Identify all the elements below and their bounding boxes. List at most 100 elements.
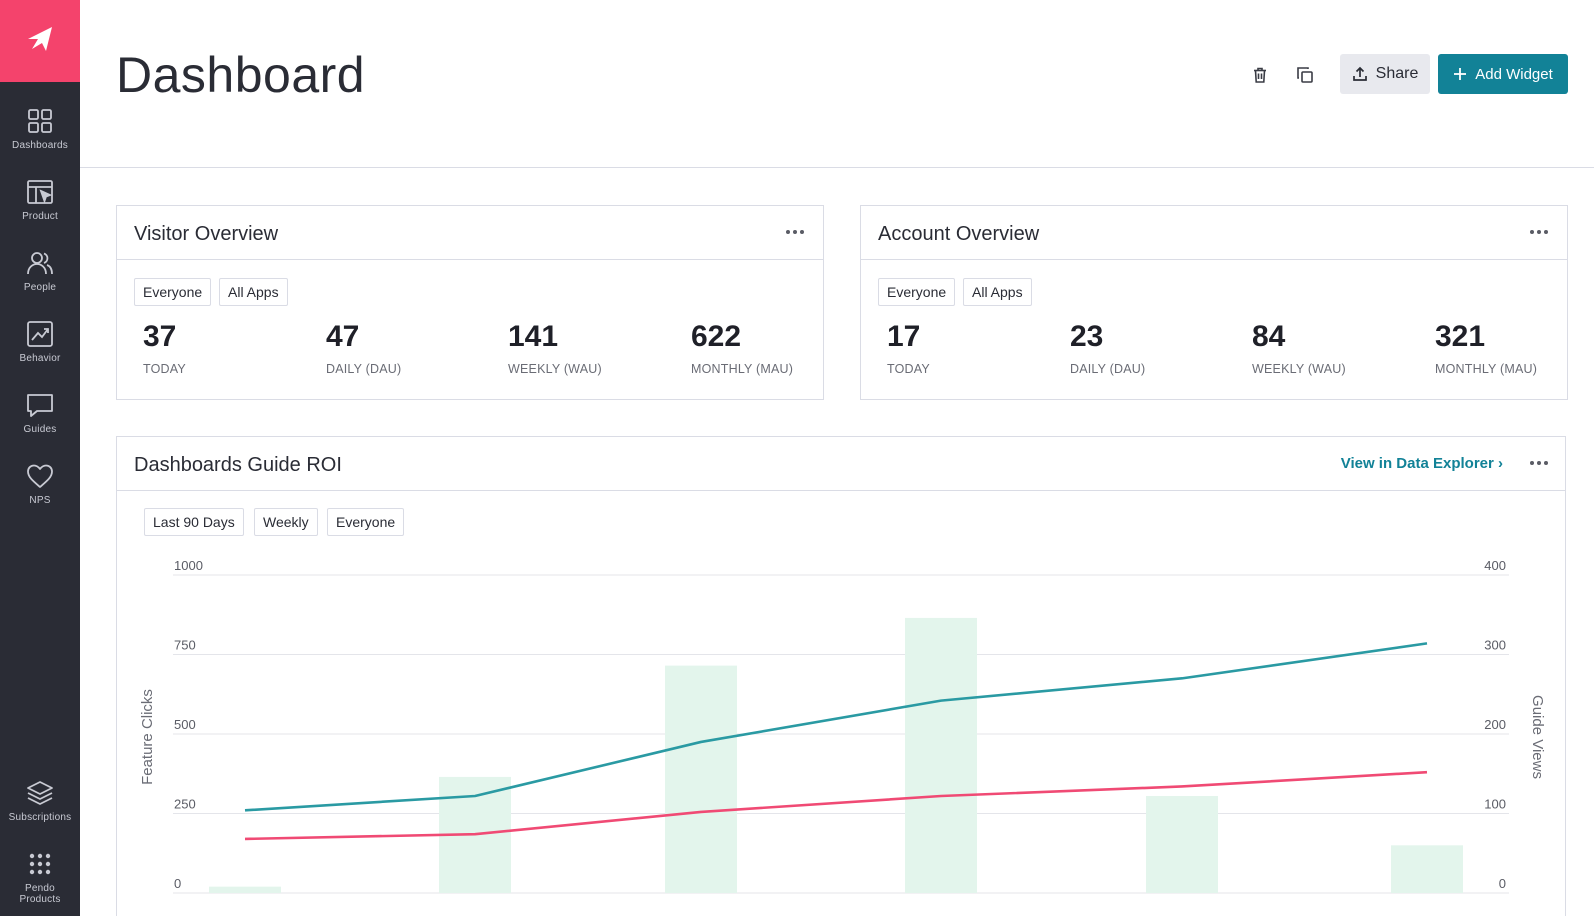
nav-label-nps: NPS bbox=[29, 495, 51, 506]
add-widget-button[interactable]: Add Widget bbox=[1438, 54, 1568, 94]
filter-chip-date-range[interactable]: Last 90 Days bbox=[144, 508, 244, 536]
nav-item-dashboards[interactable]: Dashboards bbox=[0, 104, 80, 166]
trash-icon bbox=[1254, 67, 1266, 83]
sidebar: Dashboards Product People Behavior bbox=[0, 0, 80, 916]
series-line-1 bbox=[244, 642, 1428, 812]
metric-value: 321 bbox=[1435, 320, 1486, 353]
more-horizontal-icon bbox=[1530, 230, 1548, 234]
account-overview-card: Account Overview Everyone All Apps 17 TO… bbox=[860, 205, 1568, 400]
page-header: Dashboard Share Add Widget bbox=[80, 0, 1594, 168]
plus-icon bbox=[1454, 68, 1467, 80]
y-tick-label: 250 bbox=[174, 797, 196, 812]
y-tick-label: 0 bbox=[174, 876, 181, 891]
chart-lines bbox=[244, 642, 1428, 841]
people-icon bbox=[27, 252, 53, 275]
filter-chip-interval[interactable]: Weekly bbox=[254, 508, 318, 536]
y2-tick-label: 0 bbox=[1499, 876, 1506, 891]
nav-label-pendo-products: Pendo Products bbox=[19, 883, 61, 905]
metric-label: TODAY bbox=[887, 362, 930, 376]
metric-value: 17 bbox=[887, 320, 921, 353]
y-tick-label: 1000 bbox=[174, 558, 203, 573]
layout-cursor-icon bbox=[27, 180, 53, 204]
filter-chip[interactable]: Everyone bbox=[878, 278, 956, 306]
share-button[interactable]: Share bbox=[1340, 54, 1430, 94]
copy-icon bbox=[1297, 67, 1313, 83]
pendo-logo[interactable] bbox=[0, 0, 80, 82]
share-label: Share bbox=[1375, 65, 1419, 82]
y2-tick-label: 100 bbox=[1484, 797, 1506, 812]
metric-label: WEEKLY (WAU) bbox=[508, 362, 602, 376]
visitor-overview-header: Visitor Overview bbox=[117, 206, 823, 260]
metric-mau: 622 MONTHLY (MAU) bbox=[691, 320, 793, 376]
grid-icon bbox=[28, 109, 52, 133]
filter-chip[interactable]: All Apps bbox=[963, 278, 1032, 306]
visitor-overview-title: Visitor Overview bbox=[134, 223, 279, 245]
metric-label: DAILY (DAU) bbox=[1070, 362, 1146, 376]
account-overview-title: Account Overview bbox=[878, 223, 1040, 245]
metric-today: 37 TODAY bbox=[143, 320, 186, 376]
filter-chip[interactable]: All Apps bbox=[219, 278, 288, 306]
account-overview-more-icon[interactable] bbox=[1527, 222, 1551, 242]
chart-bars bbox=[209, 617, 1463, 893]
guide-roi-chart: 0 0 250 100 500 200 750 300 1000 400 Feature Clic… bbox=[139, 558, 1546, 894]
layers-icon bbox=[27, 781, 53, 805]
metric-label: MONTHLY (MAU) bbox=[691, 362, 794, 376]
y-tick-label: 500 bbox=[174, 717, 196, 732]
nav-item-pendo-products[interactable]: Pendo Products bbox=[0, 847, 80, 916]
metric-value: 23 bbox=[1070, 320, 1104, 353]
delete-button[interactable] bbox=[1247, 62, 1273, 88]
bar bbox=[1391, 845, 1463, 893]
view-in-data-explorer-link[interactable]: View in Data Explorer › bbox=[1340, 455, 1503, 472]
nav-label-subscriptions: Subscriptions bbox=[8, 812, 72, 823]
account-overview-header: Account Overview bbox=[861, 206, 1567, 260]
metric-label: WEEKLY (WAU) bbox=[1252, 362, 1346, 376]
guide-roi-more-icon[interactable] bbox=[1527, 453, 1551, 473]
chat-bubble-icon bbox=[27, 394, 53, 417]
metric-dau: 23 DAILY (DAU) bbox=[1070, 320, 1145, 376]
nav-label-behavior: Behavior bbox=[19, 353, 61, 364]
metric-value: 84 bbox=[1252, 320, 1286, 353]
bar bbox=[905, 617, 977, 893]
nav-item-product[interactable]: Product bbox=[0, 175, 80, 237]
nav-item-people[interactable]: People bbox=[0, 246, 80, 308]
bar bbox=[209, 886, 281, 893]
metric-today: 17 TODAY bbox=[887, 320, 930, 376]
duplicate-button[interactable] bbox=[1292, 62, 1318, 88]
nav-label-dashboards: Dashboards bbox=[12, 140, 68, 151]
chart-trend-icon bbox=[27, 321, 53, 347]
guide-roi-card: Dashboards Guide ROI View in Data Explor… bbox=[116, 436, 1566, 916]
y2-tick-label: 400 bbox=[1484, 558, 1506, 573]
nav-item-guides[interactable]: Guides bbox=[0, 388, 80, 450]
metric-wau: 141 WEEKLY (WAU) bbox=[508, 320, 602, 376]
metric-label: TODAY bbox=[143, 362, 186, 376]
filter-chip-segment[interactable]: Everyone bbox=[327, 508, 405, 536]
more-horizontal-icon bbox=[786, 230, 804, 234]
y-tick-label: 750 bbox=[174, 638, 196, 653]
nav-label-product: Product bbox=[22, 211, 58, 222]
y2-axis-label: Guide Views bbox=[1529, 695, 1546, 779]
nav-item-subscriptions[interactable]: Subscriptions bbox=[0, 776, 80, 838]
metric-label: MONTHLY (MAU) bbox=[1435, 362, 1538, 376]
metric-wau: 84 WEEKLY (WAU) bbox=[1252, 320, 1346, 376]
nav-item-nps[interactable]: NPS bbox=[0, 459, 80, 521]
heart-icon bbox=[27, 464, 53, 488]
metric-mau: 321 MONTHLY (MAU) bbox=[1435, 320, 1537, 376]
series-line-2 bbox=[244, 770, 1428, 841]
guide-roi-header: Dashboards Guide ROI View in Data Explor… bbox=[117, 437, 1565, 491]
y2-tick-label: 300 bbox=[1484, 638, 1506, 653]
filter-chip[interactable]: Everyone bbox=[134, 278, 212, 306]
metric-label: DAILY (DAU) bbox=[326, 362, 402, 376]
metric-value: 37 bbox=[143, 320, 177, 353]
more-horizontal-icon bbox=[1530, 461, 1548, 465]
upload-icon bbox=[1352, 66, 1367, 81]
nav-item-behavior[interactable]: Behavior bbox=[0, 317, 80, 379]
visitor-overview-more-icon[interactable] bbox=[783, 222, 807, 242]
dots-grid-icon bbox=[29, 853, 51, 875]
page-title: Dashboard bbox=[116, 47, 366, 103]
nav-label-guides: Guides bbox=[23, 424, 57, 435]
nav-label-people: People bbox=[23, 282, 57, 293]
metric-value: 141 bbox=[508, 320, 559, 353]
chart-grid bbox=[173, 574, 1509, 894]
metric-dau: 47 DAILY (DAU) bbox=[326, 320, 401, 376]
